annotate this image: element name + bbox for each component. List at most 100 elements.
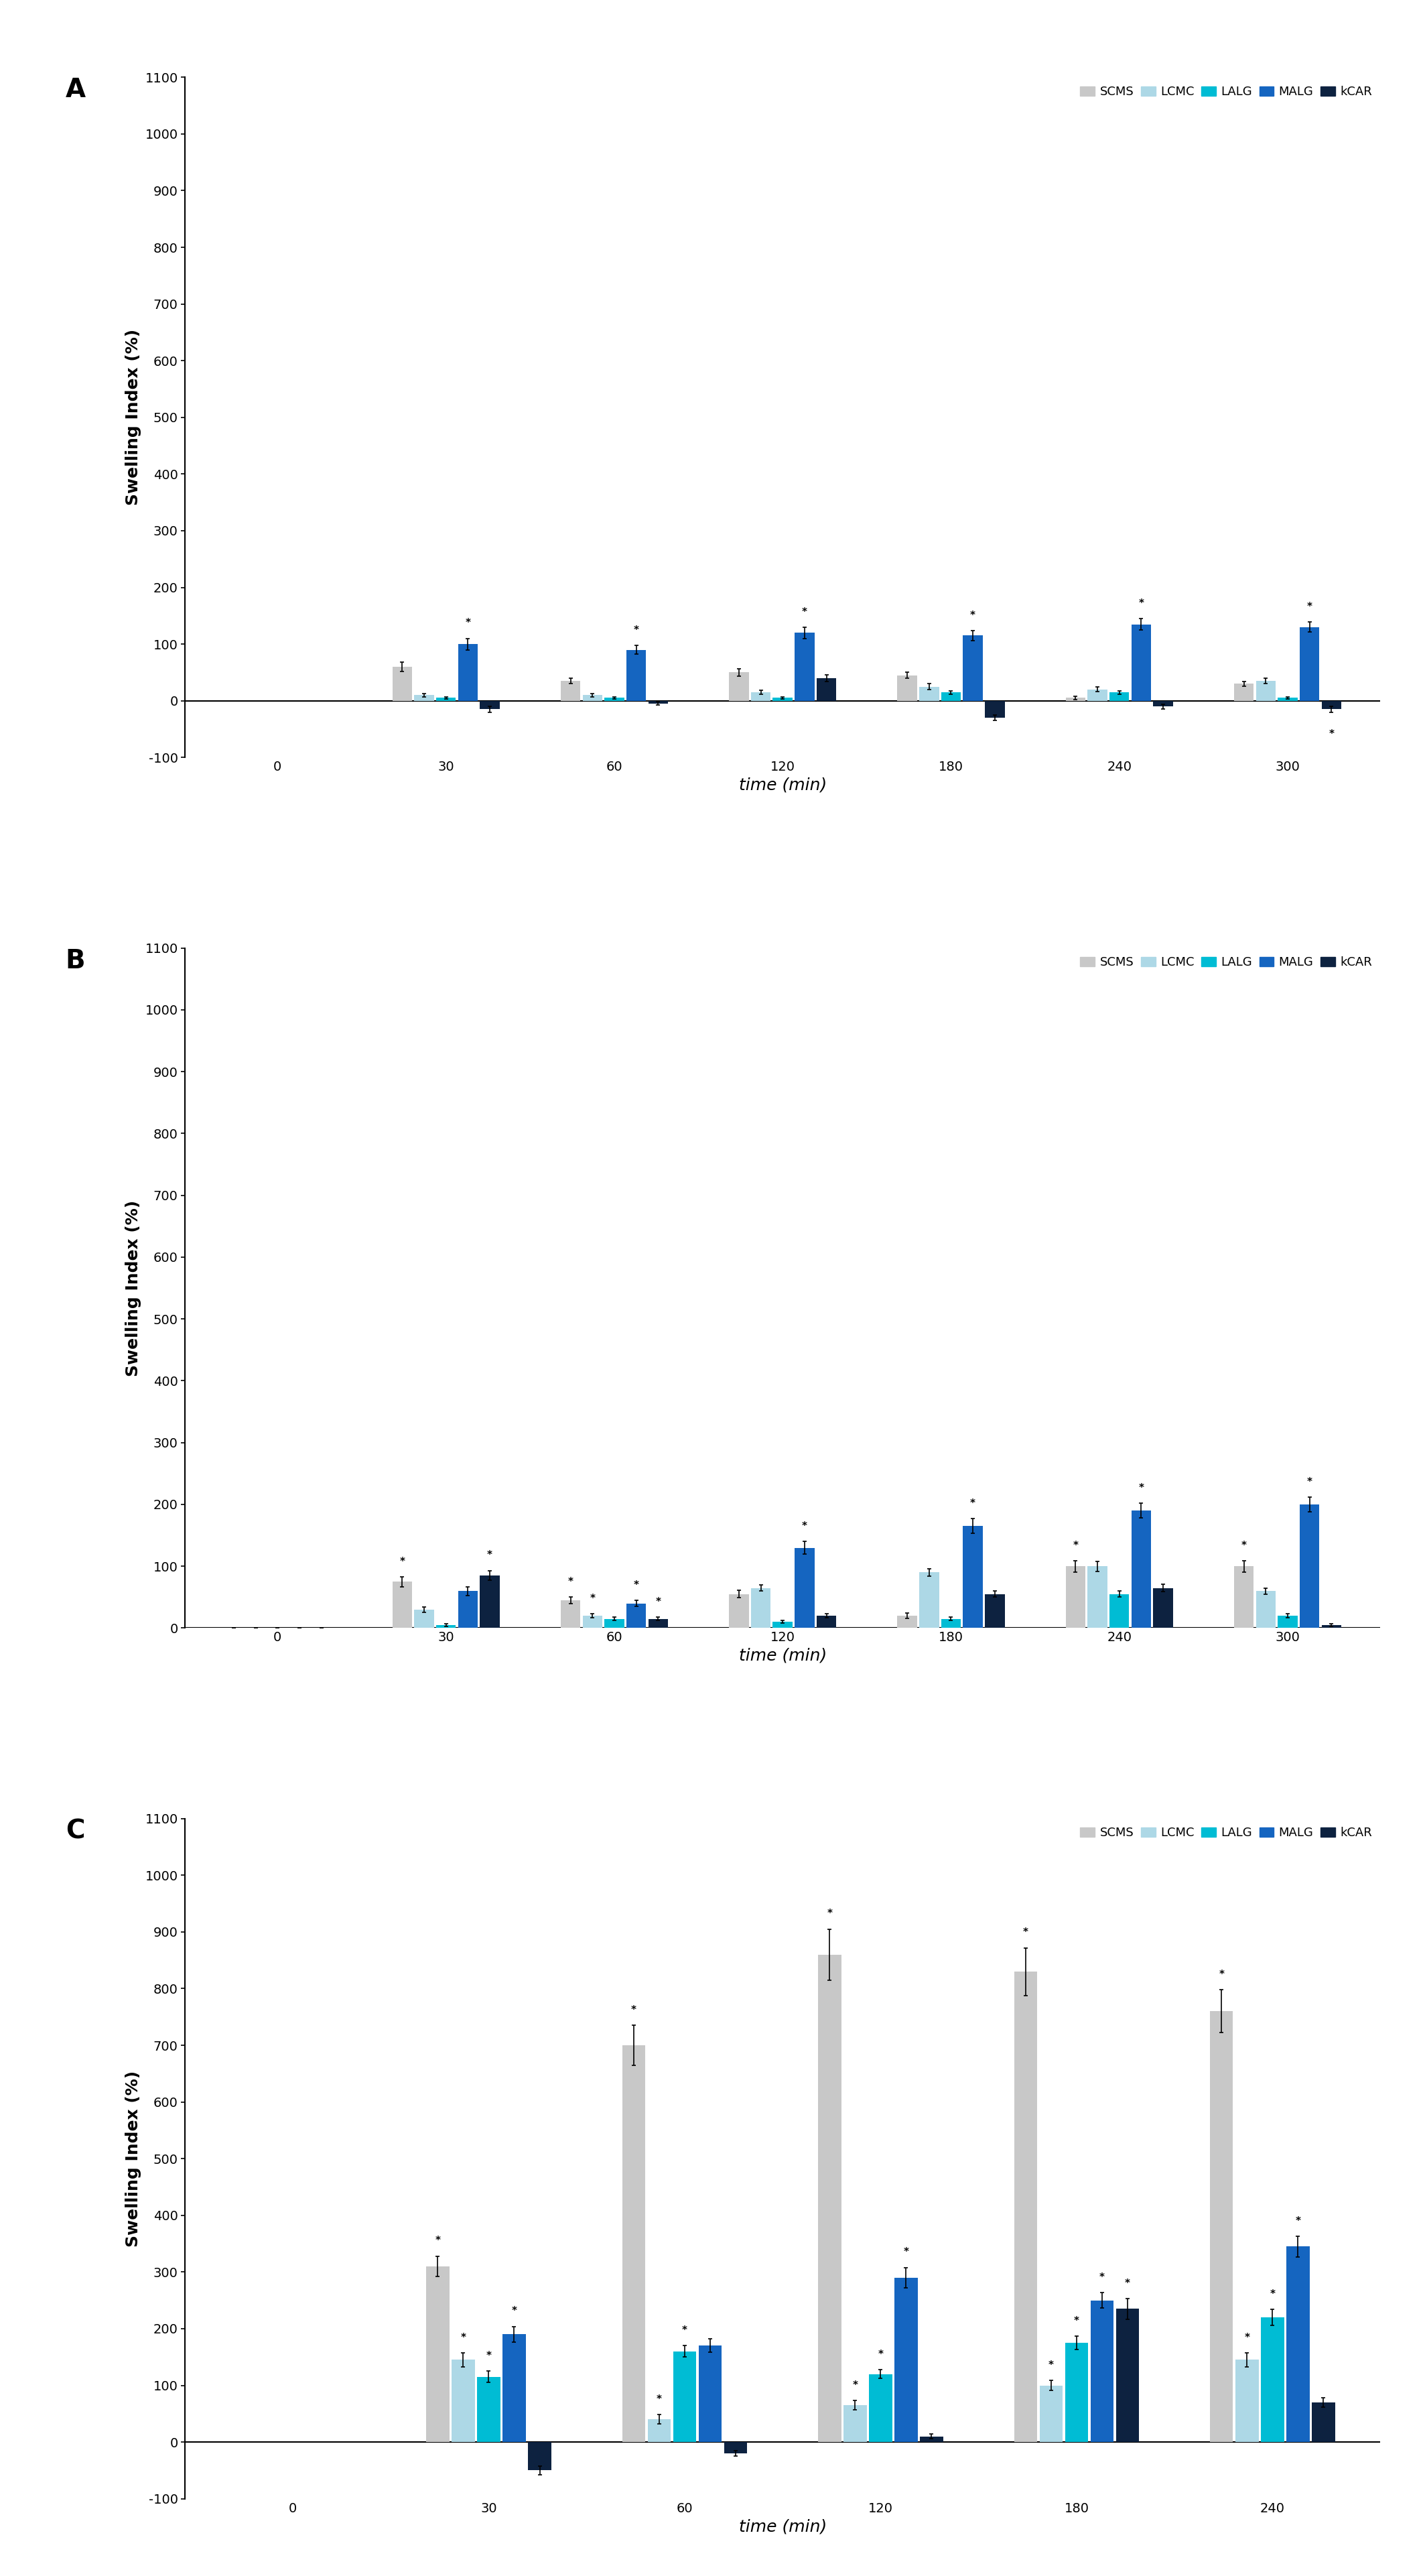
Text: *: *	[970, 1499, 976, 1510]
Text: *: *	[656, 1597, 660, 1607]
Bar	[1110, 1595, 1130, 1628]
Bar	[794, 634, 814, 701]
Text: *: *	[1306, 1476, 1312, 1486]
Bar	[921, 2437, 943, 2442]
Bar	[817, 1615, 837, 1628]
Bar	[1312, 2403, 1335, 2442]
Text: *: *	[1138, 1484, 1144, 1494]
Bar	[451, 2360, 475, 2442]
Text: *: *	[400, 1556, 406, 1566]
X-axis label: time (min): time (min)	[739, 1649, 827, 1664]
Bar	[895, 2277, 918, 2442]
Bar	[458, 644, 478, 701]
Bar	[1299, 1504, 1319, 1628]
Bar	[1066, 698, 1086, 701]
Text: *: *	[1074, 2316, 1079, 2326]
Bar	[673, 2352, 696, 2442]
Bar	[751, 693, 771, 701]
Bar	[435, 1625, 455, 1628]
Text: *: *	[852, 2380, 858, 2391]
Bar	[1286, 2246, 1309, 2442]
Bar	[502, 2334, 525, 2442]
Bar	[699, 2347, 721, 2442]
Text: C: C	[65, 1819, 84, 1844]
Text: *: *	[1295, 2215, 1301, 2226]
Bar	[480, 701, 499, 708]
Bar	[1278, 1615, 1298, 1628]
Bar	[477, 2378, 499, 2442]
Bar	[963, 1525, 983, 1628]
Y-axis label: Swelling Index (%): Swelling Index (%)	[125, 1200, 141, 1376]
Bar	[1299, 626, 1319, 701]
Text: *: *	[682, 2326, 687, 2336]
Bar	[818, 1955, 841, 2442]
Bar	[605, 698, 625, 701]
Text: *: *	[1241, 1540, 1247, 1551]
Text: *: *	[1049, 2360, 1054, 2370]
Bar	[729, 672, 748, 701]
Bar	[729, 1595, 748, 1628]
Bar	[626, 649, 646, 701]
Bar	[773, 698, 793, 701]
Text: *: *	[630, 2004, 636, 2014]
Bar	[898, 1615, 916, 1628]
Bar	[1116, 2308, 1138, 2442]
Text: *: *	[487, 1551, 492, 1561]
Text: *: *	[827, 1909, 832, 1919]
Bar	[605, 1618, 625, 1628]
Text: *: *	[1023, 1927, 1029, 1937]
Bar	[458, 1592, 478, 1628]
Bar	[985, 701, 1005, 719]
Text: *: *	[1073, 1540, 1079, 1551]
Text: *: *	[487, 2352, 491, 2362]
Bar	[919, 688, 939, 701]
Bar	[393, 1582, 413, 1628]
Bar	[1234, 1566, 1254, 1628]
Bar	[794, 1548, 814, 1628]
Bar	[724, 2442, 747, 2452]
Bar	[1322, 1625, 1342, 1628]
Text: *: *	[461, 2334, 465, 2342]
Text: *: *	[589, 1595, 595, 1605]
Legend: SCMS, LCMC, LALG, MALG, kCAR: SCMS, LCMC, LALG, MALG, kCAR	[1077, 953, 1375, 971]
Text: *: *	[1269, 2290, 1275, 2300]
Bar	[1235, 2360, 1258, 2442]
Bar	[985, 1595, 1005, 1628]
Bar	[1261, 2318, 1284, 2442]
Bar	[1257, 1592, 1275, 1628]
Bar	[919, 1571, 939, 1628]
Text: *: *	[904, 2246, 909, 2257]
Text: *: *	[1124, 2277, 1130, 2287]
Text: A: A	[65, 77, 85, 103]
Bar	[427, 2267, 450, 2442]
Bar	[1131, 1510, 1151, 1628]
Text: *: *	[801, 608, 807, 616]
Y-axis label: Swelling Index (%): Swelling Index (%)	[125, 2071, 141, 2246]
Bar	[393, 667, 413, 701]
Bar	[1087, 1566, 1107, 1628]
Bar	[1110, 693, 1130, 701]
Text: *: *	[1100, 2272, 1104, 2282]
Bar	[1234, 683, 1254, 701]
Bar	[898, 675, 916, 701]
Bar	[435, 698, 455, 701]
Bar	[941, 1618, 961, 1628]
Bar	[649, 1618, 667, 1628]
Bar	[1015, 1971, 1037, 2442]
Bar	[869, 2375, 892, 2442]
Legend: SCMS, LCMC, LALG, MALG, kCAR: SCMS, LCMC, LALG, MALG, kCAR	[1077, 1824, 1375, 1842]
Bar	[414, 1610, 434, 1628]
Text: *: *	[656, 2396, 662, 2403]
Text: *: *	[1138, 598, 1144, 608]
Bar	[528, 2442, 551, 2470]
Bar	[1090, 2300, 1114, 2442]
Bar	[1257, 680, 1275, 701]
Bar	[963, 636, 983, 701]
Bar	[1153, 1587, 1173, 1628]
Bar	[1040, 2385, 1063, 2442]
Text: *: *	[435, 2236, 441, 2246]
Text: *: *	[801, 1522, 807, 1530]
Text: *: *	[568, 1577, 573, 1587]
Bar	[1322, 701, 1342, 708]
Bar	[622, 2045, 645, 2442]
